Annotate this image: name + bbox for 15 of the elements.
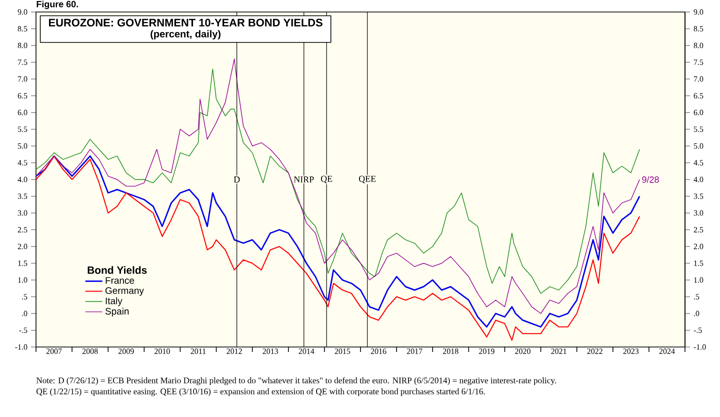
chart-title: EUROZONE: GOVERNMENT 10-YEAR BOND YIELDS: [48, 18, 322, 26]
legend-label: Germany: [105, 287, 144, 296]
text: Note: D (7/26/12) = ECB President Mario Draghi pledged to do "whatever it takes" to defend the euro. NIRP (6/5/2014) = negative interest-rate policy.: [36, 377, 556, 386]
legend-title: Bond Yields: [88, 266, 147, 274]
legend-label: Italy: [106, 297, 122, 306]
caption: Figure 60.: [36, 0, 78, 10]
ref-line-label: NIRP: [294, 176, 314, 182]
ref-line-label: QEE: [359, 176, 376, 184]
annotation: 9/28: [642, 176, 659, 183]
legend-label: Spain: [105, 308, 129, 316]
ref-line-label: QE: [321, 176, 332, 184]
ref-line-label: D: [234, 176, 240, 182]
legend-label: France: [106, 277, 134, 284]
text: (percent, daily): [150, 30, 220, 40]
text: QE (1/22/15) = quantitative easing. QEE (3/10/16) = expansion and extension of QE with corporate bond purchases started 6/1/16.: [36, 388, 485, 396]
